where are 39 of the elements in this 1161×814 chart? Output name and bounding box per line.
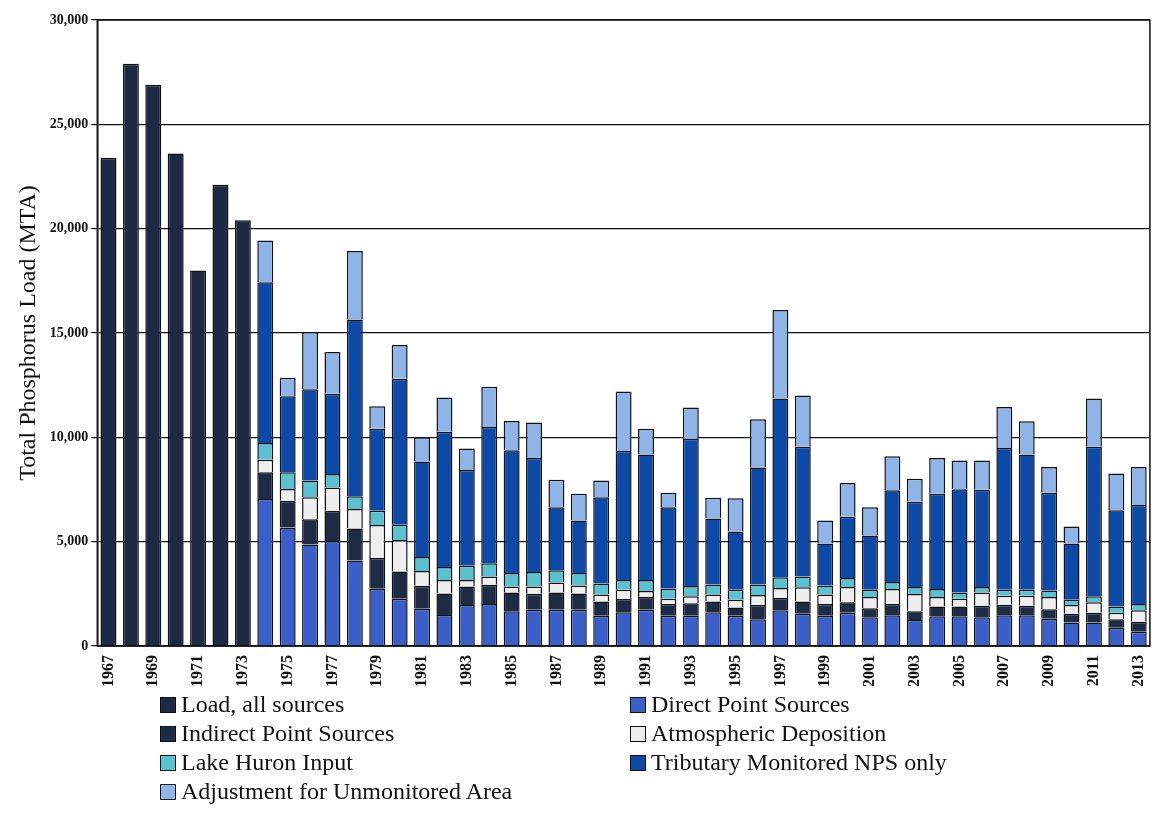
y-tick-label: 25,000: [49, 115, 89, 131]
x-tick-label: 1993: [680, 655, 698, 687]
y-tick-label: 10,000: [49, 428, 89, 444]
legend-label: Direct Point Sources: [651, 690, 850, 719]
y-tick-label: 0: [81, 637, 89, 653]
y-tick-label: 5,000: [56, 533, 89, 549]
legend-label: Load, all sources: [181, 690, 345, 719]
x-tick-label: 1975: [277, 655, 295, 687]
legend-label: Atmospheric Deposition: [651, 719, 887, 748]
x-tick-label: 1981: [412, 655, 430, 687]
legend-label: Tributary Monitored NPS only: [651, 748, 947, 777]
x-tick-label: 1997: [770, 655, 788, 687]
x-tick-label: 1989: [591, 655, 609, 687]
x-tick-label: 1969: [143, 655, 161, 687]
y-tick-label: 20,000: [49, 220, 89, 236]
x-tick-label: 1979: [367, 655, 385, 687]
x-tick-label: 1999: [815, 655, 833, 687]
y-axis-title: Total Phosphorus Load (MTA): [13, 185, 40, 481]
x-tick-label: 1983: [456, 655, 474, 687]
x-tick-label: 1977: [322, 655, 340, 687]
x-tick-label: 1967: [98, 655, 116, 687]
x-tick-label: 1987: [546, 655, 564, 687]
x-tick-label: 1995: [725, 655, 743, 687]
y-tick-label: 30,000: [49, 11, 89, 27]
legend-label: Lake Huron Input: [181, 748, 353, 777]
x-tick-label: 2011: [1084, 655, 1102, 687]
x-tick-label: 1985: [501, 655, 519, 687]
x-tick-label: 2005: [949, 655, 967, 687]
x-tick-label: 2007: [994, 655, 1012, 687]
x-tick-label: 2009: [1039, 655, 1057, 687]
x-tick-label: 2001: [860, 655, 878, 687]
x-tick-label: 1991: [636, 655, 654, 687]
y-tick-label: 15,000: [49, 324, 89, 340]
x-tick-label: 1973: [233, 655, 251, 687]
legend-label: Indirect Point Sources: [181, 719, 395, 748]
legend-label: Adjustment for Unmonitored Area: [181, 777, 513, 806]
x-tick-label: 2013: [1128, 655, 1146, 687]
x-tick-label: 2003: [904, 655, 922, 687]
x-tick-label: 1971: [188, 655, 206, 687]
